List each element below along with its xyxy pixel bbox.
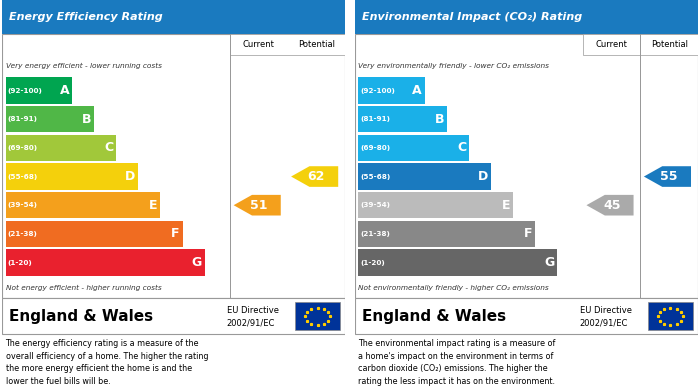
Bar <box>355 0 698 34</box>
Text: EU Directive
2002/91/EC: EU Directive 2002/91/EC <box>227 306 279 327</box>
Bar <box>358 221 536 247</box>
Text: F: F <box>172 227 180 240</box>
Bar <box>6 163 139 190</box>
Text: Energy Efficiency Rating: Energy Efficiency Rating <box>9 12 162 22</box>
Text: (21-38): (21-38) <box>7 231 37 237</box>
Text: 45: 45 <box>603 199 620 212</box>
Text: England & Wales: England & Wales <box>362 309 506 324</box>
Text: G: G <box>192 256 202 269</box>
Text: (39-54): (39-54) <box>7 202 37 208</box>
Text: Current: Current <box>596 40 628 49</box>
Text: E: E <box>502 199 510 212</box>
Bar <box>355 34 698 298</box>
Text: D: D <box>125 170 136 183</box>
Bar <box>230 34 345 55</box>
Text: (81-91): (81-91) <box>7 116 37 122</box>
Bar <box>358 192 513 218</box>
Text: The environmental impact rating is a measure of
a home's impact on the environme: The environmental impact rating is a mea… <box>358 339 556 386</box>
Text: (1-20): (1-20) <box>7 260 32 265</box>
Text: Not energy efficient - higher running costs: Not energy efficient - higher running co… <box>6 285 161 291</box>
Text: England & Wales: England & Wales <box>9 309 153 324</box>
Text: A: A <box>412 84 422 97</box>
Bar <box>6 192 160 218</box>
Text: (92-100): (92-100) <box>7 88 42 93</box>
Bar <box>295 302 340 330</box>
Text: B: B <box>82 113 91 126</box>
Text: (1-20): (1-20) <box>360 260 385 265</box>
Text: 62: 62 <box>308 170 325 183</box>
FancyArrow shape <box>587 195 634 215</box>
Bar <box>583 34 698 55</box>
Bar <box>358 106 447 133</box>
Text: EU Directive
2002/91/EC: EU Directive 2002/91/EC <box>580 306 631 327</box>
Bar <box>358 249 557 276</box>
Text: B: B <box>435 113 444 126</box>
Text: Very environmentally friendly - lower CO₂ emissions: Very environmentally friendly - lower CO… <box>358 63 550 68</box>
Text: Environmental Impact (CO₂) Rating: Environmental Impact (CO₂) Rating <box>362 12 582 22</box>
Text: Not environmentally friendly - higher CO₂ emissions: Not environmentally friendly - higher CO… <box>358 285 549 291</box>
Bar <box>6 106 94 133</box>
Text: (55-68): (55-68) <box>360 174 391 179</box>
Bar <box>2 0 345 34</box>
Text: F: F <box>524 227 533 240</box>
Bar <box>6 249 204 276</box>
Text: Current: Current <box>243 40 275 49</box>
Bar <box>355 298 698 334</box>
Text: Potential: Potential <box>298 40 335 49</box>
Bar <box>358 77 425 104</box>
Bar <box>358 163 491 190</box>
FancyArrow shape <box>234 195 281 215</box>
Text: The energy efficiency rating is a measure of the
overall efficiency of a home. T: The energy efficiency rating is a measur… <box>6 339 208 386</box>
Bar <box>358 135 469 161</box>
Bar <box>6 77 72 104</box>
Text: D: D <box>478 170 489 183</box>
Text: C: C <box>457 142 466 154</box>
Text: (69-80): (69-80) <box>360 145 390 151</box>
Text: C: C <box>104 142 113 154</box>
Text: (21-38): (21-38) <box>360 231 390 237</box>
Bar <box>6 135 116 161</box>
Text: 51: 51 <box>250 199 267 212</box>
Text: G: G <box>545 256 554 269</box>
Text: (39-54): (39-54) <box>360 202 390 208</box>
Text: (55-68): (55-68) <box>7 174 38 179</box>
FancyArrow shape <box>291 166 338 187</box>
Bar <box>2 34 345 298</box>
Text: A: A <box>60 84 69 97</box>
FancyArrow shape <box>644 166 691 187</box>
Text: (69-80): (69-80) <box>7 145 37 151</box>
Text: Potential: Potential <box>651 40 687 49</box>
Text: (81-91): (81-91) <box>360 116 390 122</box>
Bar <box>2 298 345 334</box>
Text: Very energy efficient - lower running costs: Very energy efficient - lower running co… <box>6 63 162 68</box>
Text: (92-100): (92-100) <box>360 88 395 93</box>
Bar <box>6 221 183 247</box>
Bar <box>648 302 693 330</box>
Text: 55: 55 <box>660 170 678 183</box>
Text: E: E <box>149 199 158 212</box>
